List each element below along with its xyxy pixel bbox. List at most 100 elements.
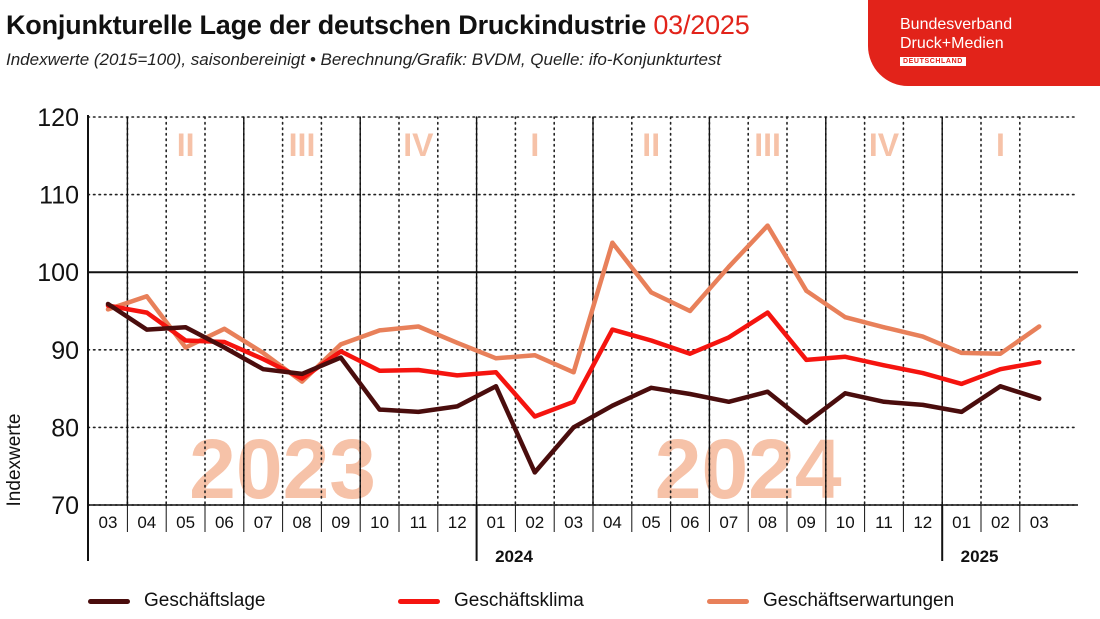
data-point-klima-6 xyxy=(338,349,343,354)
data-point-klima-8 xyxy=(416,367,421,372)
data-point-lage-5 xyxy=(300,371,304,376)
data-point-erwartungen-2 xyxy=(183,345,188,350)
data-point-klima-21 xyxy=(920,371,925,376)
x-tick-label-18: 09 xyxy=(797,513,816,532)
data-point-erwartungen-22 xyxy=(959,350,964,355)
data-point-klima-3 xyxy=(222,340,227,345)
data-point-klima-24 xyxy=(1037,360,1042,365)
y-tick-label-1: 80 xyxy=(51,414,79,442)
x-tick-label-10: 01 xyxy=(487,513,506,532)
x-tick-label-9: 12 xyxy=(448,513,467,532)
data-point-lage-2 xyxy=(183,325,188,330)
data-point-lage-14 xyxy=(649,385,654,390)
data-point-erwartungen-6 xyxy=(338,342,343,347)
logo-line-3: DEUTSCHLAND xyxy=(900,57,966,66)
data-point-klima-9 xyxy=(455,373,460,378)
bvdm-logo: Bundesverband Druck+Medien DEUTSCHLAND xyxy=(868,0,1100,86)
data-point-klima-18 xyxy=(804,357,809,362)
x-tick-label-21: 12 xyxy=(913,513,932,532)
legend-label-erwartungen: Geschäftserwartungen xyxy=(763,590,955,611)
data-point-lage-7 xyxy=(377,407,382,412)
data-point-erwartungen-19 xyxy=(843,315,848,320)
x-tick-label-3: 06 xyxy=(215,513,234,532)
x-tick-label-12: 03 xyxy=(564,513,583,532)
chart-title-date: 03/2025 xyxy=(653,10,750,40)
x-tick-label-1: 04 xyxy=(137,513,156,532)
data-point-lage-13 xyxy=(610,403,615,408)
data-point-lage-19 xyxy=(843,391,848,396)
legend-label-klima: Geschäftsklima xyxy=(454,590,584,611)
data-point-lage-8 xyxy=(416,409,421,414)
legend-swatch-erwartungen xyxy=(707,598,749,604)
data-point-klima-15 xyxy=(688,351,692,356)
data-point-klima-4 xyxy=(261,357,266,362)
quarter-label-6: IV xyxy=(869,127,900,163)
legend-item-klima: Geschäftsklima xyxy=(398,588,584,614)
x-tick-label-17: 08 xyxy=(758,513,777,532)
data-point-klima-5 xyxy=(300,376,304,381)
y-tick-label-5: 120 xyxy=(37,104,79,132)
data-point-lage-16 xyxy=(726,399,731,404)
data-point-lage-17 xyxy=(765,389,770,394)
data-point-erwartungen-17 xyxy=(765,223,770,228)
x-tick-label-6: 09 xyxy=(331,513,350,532)
data-point-erwartungen-14 xyxy=(649,290,654,295)
y-tick-label-4: 110 xyxy=(39,182,79,210)
quarter-label-2: IV xyxy=(403,127,434,163)
data-point-erwartungen-8 xyxy=(416,324,421,329)
y-tick-label-0: 70 xyxy=(51,492,79,520)
y-tick-label-2: 90 xyxy=(51,337,79,365)
data-point-klima-14 xyxy=(649,338,654,343)
data-point-lage-20 xyxy=(882,399,886,404)
quarter-label-1: III xyxy=(289,127,316,163)
x-tick-label-7: 10 xyxy=(370,513,389,532)
x-tick-label-20: 11 xyxy=(875,513,893,532)
quarter-label-5: III xyxy=(754,127,781,163)
data-point-lage-18 xyxy=(804,420,809,425)
data-point-erwartungen-15 xyxy=(688,309,692,313)
quarter-label-0: II xyxy=(177,127,195,163)
data-point-erwartungen-7 xyxy=(377,328,382,333)
quarter-label-3: I xyxy=(530,127,539,163)
data-point-lage-21 xyxy=(920,402,925,407)
x-year-label-0: 2024 xyxy=(495,547,533,566)
data-point-lage-24 xyxy=(1037,396,1042,401)
x-tick-label-5: 08 xyxy=(293,513,312,532)
data-point-erwartungen-3 xyxy=(222,326,227,331)
data-point-erwartungen-0 xyxy=(106,307,110,312)
x-tick-label-22: 01 xyxy=(952,513,971,532)
data-point-lage-15 xyxy=(688,392,692,397)
x-tick-label-23: 02 xyxy=(991,513,1010,532)
y-tick-label-3: 100 xyxy=(37,259,79,287)
data-point-lage-22 xyxy=(959,409,964,414)
x-tick-label-4: 07 xyxy=(254,513,273,532)
data-point-erwartungen-4 xyxy=(261,350,266,355)
logo-line-1: Bundesverband xyxy=(900,16,1013,33)
data-point-lage-0 xyxy=(106,302,110,307)
data-point-klima-7 xyxy=(377,368,382,373)
chart-title-text: Konjunkturelle Lage der deutschen Drucki… xyxy=(6,10,647,40)
data-point-erwartungen-9 xyxy=(455,340,460,345)
data-point-lage-23 xyxy=(998,384,1003,389)
data-point-klima-17 xyxy=(765,310,770,315)
x-tick-label-16: 07 xyxy=(719,513,738,532)
data-point-klima-1 xyxy=(144,310,149,315)
x-tick-label-15: 06 xyxy=(681,513,700,532)
x-tick-label-8: 11 xyxy=(410,513,428,532)
legend-label-lage: Geschäftslage xyxy=(144,590,266,611)
x-tick-label-2: 05 xyxy=(176,513,195,532)
data-point-erwartungen-11 xyxy=(532,353,537,358)
x-tick-label-11: 02 xyxy=(525,513,544,532)
data-point-lage-12 xyxy=(571,425,576,430)
legend-swatch-lage xyxy=(88,598,130,604)
data-point-erwartungen-24 xyxy=(1037,324,1042,329)
data-point-klima-23 xyxy=(998,367,1003,372)
data-point-klima-12 xyxy=(571,399,576,404)
legend-swatch-klima xyxy=(398,598,440,604)
x-tick-label-0: 03 xyxy=(99,513,118,532)
quarter-label-4: II xyxy=(642,127,660,163)
x-tick-label-19: 10 xyxy=(836,513,855,532)
logo-line-2: Druck+Medien xyxy=(900,35,1004,52)
data-point-klima-20 xyxy=(882,363,886,368)
